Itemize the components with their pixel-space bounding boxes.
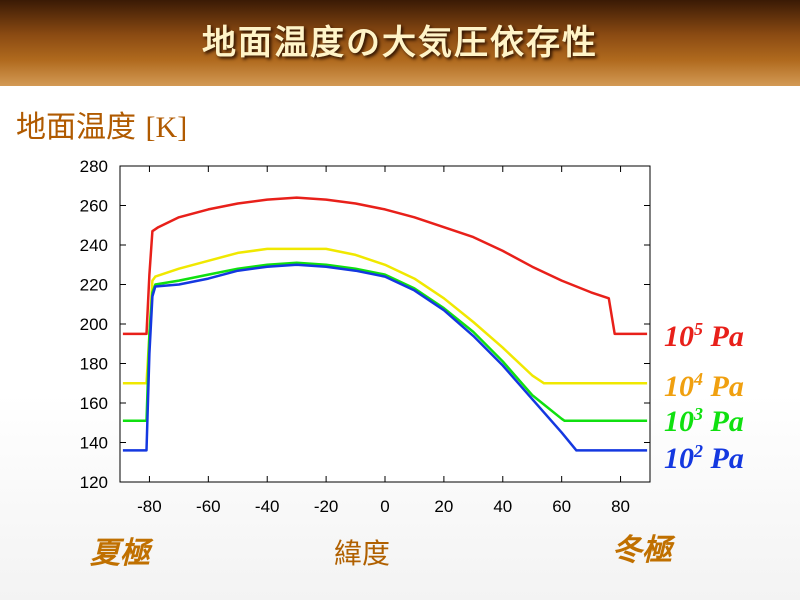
- legend-item-2: 102 Pa: [664, 436, 744, 474]
- axis-ticks: 120 140 160 180 200 220 240 260 280 -80 -60 -40 -20 0…: [80, 157, 650, 516]
- series-line-2: [122, 263, 648, 452]
- x-tick-label: 80: [611, 497, 630, 516]
- y-axis-title-jp: 地面温度: [16, 110, 136, 145]
- y-tick-label: 120: [80, 473, 108, 492]
- legend-base: 10: [664, 405, 694, 438]
- winter-pole-label: 冬極: [612, 533, 672, 568]
- legend-unit: Pa: [703, 320, 744, 353]
- x-tick-label: -60: [196, 497, 221, 516]
- legend-base: 10: [664, 370, 694, 403]
- y-tick-label: 140: [80, 434, 108, 453]
- legend-exponent: 4: [694, 369, 703, 389]
- legend-exponent: 3: [694, 404, 703, 424]
- series-lines: [122, 196, 648, 452]
- title-banner: [0, 0, 800, 86]
- legend-item-4: 104 Pa: [664, 364, 744, 402]
- y-tick-label: 220: [80, 276, 108, 295]
- y-tick-label: 160: [80, 394, 108, 413]
- y-tick-label: 200: [80, 315, 108, 334]
- y-tick-label: 240: [80, 236, 108, 255]
- page-title: 地面温度の大気圧依存性: [202, 23, 598, 63]
- plot-frame: [119, 165, 651, 483]
- series-line-4: [122, 247, 648, 385]
- legend-exponent: 5: [694, 319, 703, 339]
- summer-pole-label: 夏極: [90, 536, 150, 571]
- x-tick-label: 40: [493, 497, 512, 516]
- y-axis-title-unit: [K]: [145, 111, 188, 144]
- legend-base: 10: [664, 320, 694, 353]
- y-tick-label: 260: [80, 197, 108, 216]
- legend-item-3: 103 Pa: [664, 399, 744, 437]
- y-tick-label: 280: [80, 157, 108, 176]
- y-axis-title: 地面温度 [K]: [16, 102, 187, 146]
- legend-unit: Pa: [703, 405, 744, 438]
- legend-base: 10: [664, 442, 694, 475]
- legend-unit: Pa: [703, 370, 744, 403]
- x-tick-label: -40: [255, 497, 280, 516]
- latitude-axis-title: 緯度: [334, 537, 391, 570]
- x-tick-label: 0: [380, 497, 389, 516]
- x-tick-label: -20: [314, 497, 339, 516]
- legend-item-5: 105 Pa: [664, 314, 744, 352]
- series-line-5: [122, 196, 648, 336]
- legend-exponent: 2: [694, 441, 703, 461]
- x-tick-label: 60: [552, 497, 571, 516]
- y-tick-label: 180: [80, 355, 108, 374]
- legend-unit: Pa: [703, 442, 744, 475]
- x-tick-label: -80: [137, 497, 162, 516]
- x-tick-label: 20: [434, 497, 453, 516]
